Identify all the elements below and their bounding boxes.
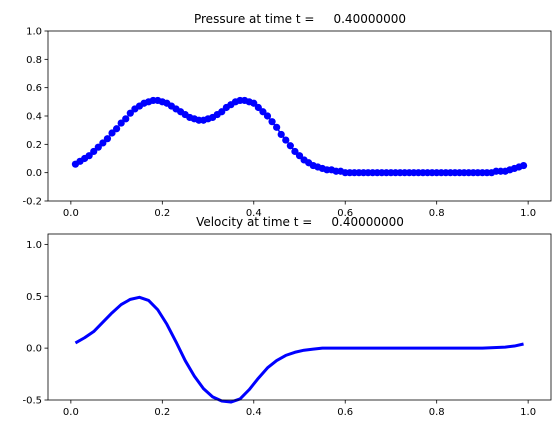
pressure-y-tick-label: 0.8 [26, 55, 42, 66]
pressure-data-point [250, 99, 258, 107]
velocity-axes-frame [47, 233, 552, 401]
pressure-data-point [268, 118, 276, 126]
pressure-data-point [259, 108, 267, 116]
velocity-series-line [74, 295, 524, 404]
velocity-subplot: 0.0 0.2 0.4 0.6 0.8 1.0 -0.5 0.0 0.5 1.0 Velocity… [22, 215, 552, 418]
pressure-data-point [103, 135, 112, 143]
velocity-y-tick-label: 0.0 [26, 344, 42, 355]
pressure-series [71, 96, 528, 177]
pressure-data-point [263, 112, 272, 120]
pressure-x-tick-label: 1.0 [520, 208, 536, 219]
pressure-data-point [519, 161, 528, 170]
pressure-data-point [99, 139, 107, 147]
pressure-data-point [218, 108, 226, 116]
pressure-y-tick-label: 1.0 [26, 27, 42, 38]
pressure-y-tick-label: -0.2 [22, 197, 42, 208]
velocity-plot-area [48, 234, 551, 400]
pressure-data-point [273, 123, 281, 131]
pressure-data-point [282, 136, 290, 144]
velocity-x-tick-label: 0.0 [63, 407, 79, 418]
pressure-data-point [117, 119, 125, 127]
pressure-data-point [122, 115, 130, 123]
pressure-y-tick-label: 0.4 [26, 112, 42, 123]
pressure-data-point [254, 103, 262, 112]
velocity-series [74, 295, 524, 404]
pressure-axes-ticks: 0.0 0.2 0.4 0.6 0.8 1.0 -0.2 0.0 0.2 0.4 0.6 0.8 1.0 [22, 27, 536, 220]
velocity-axes-ticks: 0.0 0.2 0.4 0.6 0.8 1.0 -0.5 0.0 0.5 1.0 [22, 240, 536, 418]
velocity-title: Velocity at time t = 0.40000000 [196, 215, 404, 229]
pressure-data-point [85, 152, 93, 160]
pressure-data-point [108, 129, 116, 137]
pressure-data-point [112, 125, 121, 133]
pressure-data-point [277, 130, 285, 139]
velocity-x-tick-label: 1.0 [520, 407, 536, 418]
velocity-x-tick-label: 0.8 [429, 407, 445, 418]
velocity-y-tick-label: 1.0 [26, 240, 42, 251]
velocity-y-tick-label: -0.5 [22, 396, 42, 407]
pressure-x-tick-label: 0.2 [154, 208, 170, 219]
pressure-plot-area [48, 31, 551, 201]
velocity-x-tick-label: 0.6 [337, 407, 353, 418]
pressure-y-tick-label: 0.2 [26, 140, 42, 151]
pressure-data-point [126, 109, 134, 117]
pressure-x-tick-label: 0.4 [246, 208, 262, 219]
velocity-y-tick-label: 0.5 [26, 292, 42, 303]
pressure-y-tick-label: 0.0 [26, 168, 42, 179]
pressure-subplot: Pressure at time t = 0.40000000 0.0 0.2 0.… [22, 12, 552, 220]
pressure-x-tick-label: 0.0 [63, 208, 79, 219]
pressure-y-tick-label: 0.6 [26, 83, 42, 94]
pressure-data-point [295, 152, 304, 160]
velocity-x-tick-label: 0.4 [246, 407, 262, 418]
velocity-x-tick-label: 0.2 [154, 407, 170, 418]
pressure-data-point [286, 142, 294, 150]
pressure-x-tick-label: 0.8 [429, 208, 445, 219]
pressure-data-point [94, 143, 102, 151]
pressure-data-point [291, 147, 299, 156]
pressure-axes-frame [47, 30, 552, 202]
pressure-title: Pressure at time t = 0.40000000 [194, 12, 406, 26]
pressure-x-tick-label: 0.6 [337, 208, 353, 219]
pressure-data-point [90, 147, 98, 156]
